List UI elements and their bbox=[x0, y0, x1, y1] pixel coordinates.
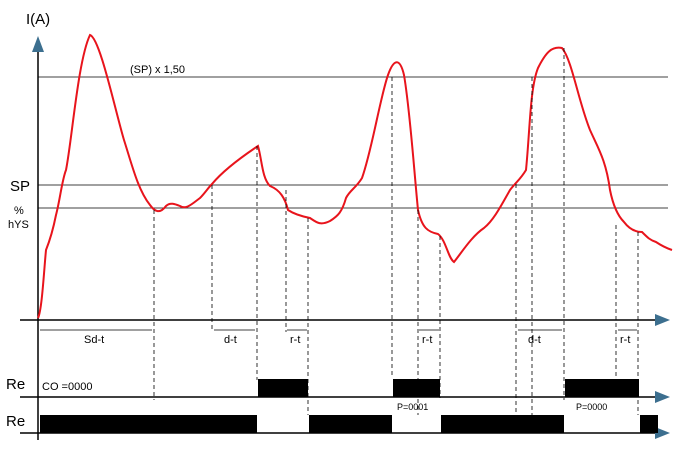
dashed-guides bbox=[153, 48, 639, 415]
relay-row-1-mode: CO =0000 bbox=[42, 381, 92, 393]
overload-threshold-label: (SP) x 1,50 bbox=[130, 64, 185, 76]
relay-row-2-label: Re bbox=[6, 413, 25, 430]
interval-d-t-2: d-t bbox=[528, 334, 541, 346]
time-axis-arrow-icon bbox=[655, 314, 670, 326]
relay-row-1-pulse bbox=[258, 379, 308, 397]
relay-row-1-pulse bbox=[393, 379, 440, 397]
relay-row-2-pulse bbox=[40, 415, 257, 433]
y-axis-label: I(A) bbox=[26, 11, 50, 28]
interval-r-t-2: r-t bbox=[422, 334, 432, 346]
relay-row-1-arrow-icon bbox=[655, 391, 670, 403]
relay-row-2-pulse bbox=[441, 415, 564, 433]
interval-r-t-1: r-t bbox=[290, 334, 300, 346]
relay-row-1-axis bbox=[20, 391, 670, 403]
relay-row-2-arrow-icon bbox=[655, 427, 670, 439]
relay-row-1-pulse-label-1: P=0001 bbox=[397, 402, 428, 412]
hysteresis-label: hYS bbox=[8, 219, 29, 231]
time-axis-main bbox=[20, 314, 670, 326]
interval-d-t-1: d-t bbox=[224, 334, 237, 346]
relay-row-1-pulse bbox=[565, 379, 639, 397]
sp-threshold-label: SP bbox=[10, 178, 30, 195]
current-curve bbox=[37, 33, 673, 319]
relay-row-1-label: Re bbox=[6, 376, 25, 393]
relay-row-1-pulse-label-2: P=0000 bbox=[576, 402, 607, 412]
relay-row-2-pulse bbox=[640, 415, 658, 433]
relay-row-2-pulse bbox=[309, 415, 392, 433]
hysteresis-percent-label: % bbox=[14, 205, 24, 217]
interval-r-t-3: r-t bbox=[620, 334, 630, 346]
y-axis-arrow-icon bbox=[32, 36, 44, 52]
interval-sd-t: Sd-t bbox=[84, 334, 104, 346]
y-axis bbox=[32, 36, 44, 440]
